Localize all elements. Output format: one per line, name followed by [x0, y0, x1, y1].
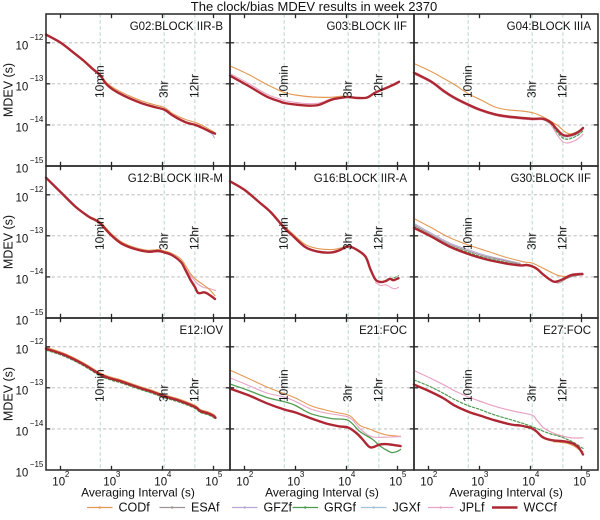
- svg-text:3hr: 3hr: [525, 385, 539, 402]
- svg-text:−15: −15: [30, 156, 44, 165]
- svg-text:10min: 10min: [93, 369, 107, 402]
- svg-text:10: 10: [205, 477, 218, 489]
- svg-text:MDEV (s): MDEV (s): [2, 215, 16, 269]
- svg-text:JPLf: JPLf: [460, 501, 486, 515]
- svg-text:G04:BLOCK IIIA: G04:BLOCK IIIA: [507, 21, 592, 33]
- svg-text:−14: −14: [30, 419, 44, 428]
- svg-text:3hr: 3hr: [525, 81, 539, 98]
- svg-text:E21:FOC: E21:FOC: [359, 325, 407, 337]
- svg-text:2: 2: [65, 470, 70, 479]
- svg-text:10: 10: [16, 316, 29, 328]
- svg-text:10: 10: [16, 385, 29, 397]
- svg-text:−12: −12: [30, 33, 44, 42]
- svg-text:10: 10: [389, 477, 402, 489]
- svg-text:10: 10: [16, 233, 29, 245]
- svg-text:12hr: 12hr: [187, 378, 201, 402]
- svg-text:−14: −14: [30, 267, 44, 276]
- svg-text:3hr: 3hr: [341, 233, 355, 250]
- svg-text:−13: −13: [30, 74, 44, 83]
- svg-text:3hr: 3hr: [157, 81, 171, 98]
- svg-text:3hr: 3hr: [341, 81, 355, 98]
- svg-text:10: 10: [338, 477, 351, 489]
- svg-text:10: 10: [16, 426, 29, 438]
- svg-text:2: 2: [249, 470, 254, 479]
- svg-text:10min: 10min: [277, 217, 291, 250]
- svg-text:12hr: 12hr: [187, 74, 201, 98]
- svg-text:10: 10: [16, 192, 29, 204]
- svg-text:E27:FOC: E27:FOC: [543, 325, 591, 337]
- svg-text:12hr: 12hr: [555, 378, 569, 402]
- svg-text:12hr: 12hr: [371, 226, 385, 250]
- svg-text:10: 10: [236, 477, 249, 489]
- svg-text:Averaging Interval (s): Averaging Interval (s): [81, 486, 195, 500]
- svg-text:10: 10: [16, 344, 29, 356]
- svg-text:3hr: 3hr: [157, 385, 171, 402]
- svg-text:5: 5: [218, 470, 223, 479]
- svg-text:3: 3: [300, 470, 305, 479]
- svg-text:5: 5: [402, 470, 407, 479]
- svg-text:5: 5: [586, 470, 591, 479]
- svg-text:WCCf: WCCf: [524, 501, 558, 515]
- svg-text:GRGf: GRGf: [324, 501, 356, 515]
- svg-text:10: 10: [52, 477, 65, 489]
- svg-text:10: 10: [103, 477, 116, 489]
- svg-text:12hr: 12hr: [555, 74, 569, 98]
- svg-text:3hr: 3hr: [157, 233, 171, 250]
- svg-text:12hr: 12hr: [371, 378, 385, 402]
- svg-text:G12:BLOCK IIR-M: G12:BLOCK IIR-M: [128, 173, 223, 185]
- svg-text:10: 10: [573, 477, 586, 489]
- svg-text:−15: −15: [30, 460, 44, 469]
- svg-text:3hr: 3hr: [341, 385, 355, 402]
- svg-text:MDEV (s): MDEV (s): [2, 367, 16, 421]
- svg-text:−13: −13: [30, 226, 44, 235]
- svg-text:10: 10: [16, 468, 29, 480]
- svg-text:4: 4: [351, 470, 356, 479]
- svg-text:12hr: 12hr: [555, 226, 569, 250]
- svg-text:12hr: 12hr: [371, 74, 385, 98]
- svg-text:G16:BLOCK IIR-A: G16:BLOCK IIR-A: [314, 173, 408, 185]
- svg-text:4: 4: [167, 470, 172, 479]
- svg-text:G30:BLOCK IIF: G30:BLOCK IIF: [510, 173, 591, 185]
- svg-text:4: 4: [535, 470, 540, 479]
- svg-text:10min: 10min: [93, 65, 107, 98]
- svg-text:−12: −12: [30, 185, 44, 194]
- svg-text:JGXf: JGXf: [393, 501, 421, 515]
- svg-text:G03:BLOCK IIF: G03:BLOCK IIF: [326, 21, 407, 33]
- svg-text:−14: −14: [30, 115, 44, 124]
- svg-text:10: 10: [154, 477, 167, 489]
- svg-text:10: 10: [420, 477, 433, 489]
- svg-text:10: 10: [16, 164, 29, 176]
- svg-text:Averaging Interval (s): Averaging Interval (s): [265, 486, 379, 500]
- svg-text:CODf: CODf: [119, 501, 151, 515]
- svg-text:−15: −15: [30, 308, 44, 317]
- svg-text:10min: 10min: [277, 65, 291, 98]
- svg-text:10: 10: [287, 477, 300, 489]
- svg-text:MDEV (s): MDEV (s): [2, 63, 16, 117]
- svg-text:10min: 10min: [461, 369, 475, 402]
- svg-text:10: 10: [16, 81, 29, 93]
- svg-text:3: 3: [116, 470, 121, 479]
- svg-text:ESAf: ESAf: [191, 501, 220, 515]
- svg-text:−13: −13: [30, 378, 44, 387]
- svg-text:10: 10: [522, 477, 535, 489]
- svg-text:G02:BLOCK IIR-B: G02:BLOCK IIR-B: [130, 21, 224, 33]
- svg-text:3hr: 3hr: [525, 233, 539, 250]
- svg-text:10: 10: [471, 477, 484, 489]
- svg-text:3: 3: [484, 470, 489, 479]
- svg-text:10min: 10min: [277, 369, 291, 402]
- svg-text:10min: 10min: [461, 217, 475, 250]
- svg-text:10: 10: [16, 122, 29, 134]
- svg-text:−12: −12: [30, 337, 44, 346]
- svg-text:Averaging Interval (s): Averaging Interval (s): [449, 486, 563, 500]
- svg-text:GFZf: GFZf: [264, 501, 293, 515]
- svg-text:10min: 10min: [93, 217, 107, 250]
- svg-text:12hr: 12hr: [187, 226, 201, 250]
- svg-text:The clock/bias MDEV results in: The clock/bias MDEV results in week 2370: [191, 0, 437, 14]
- svg-text:10: 10: [16, 40, 29, 52]
- svg-text:2: 2: [433, 470, 438, 479]
- svg-text:E12:IOV: E12:IOV: [180, 325, 224, 337]
- svg-text:10: 10: [16, 274, 29, 286]
- svg-text:10min: 10min: [461, 65, 475, 98]
